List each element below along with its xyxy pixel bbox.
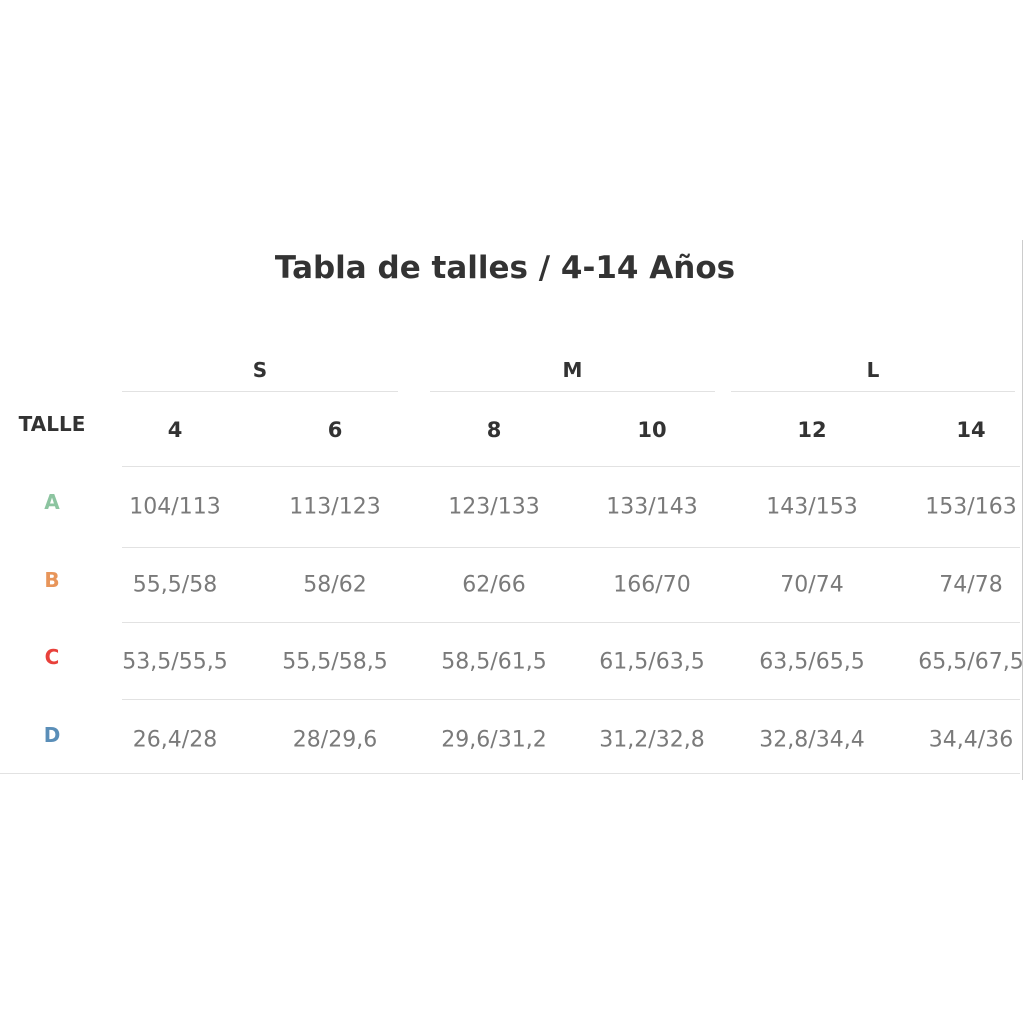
group-underline: [122, 391, 398, 392]
cell: 55,5/58: [132, 572, 218, 598]
cell: 153/163: [925, 494, 1017, 520]
cell: 74/78: [939, 572, 1003, 598]
row-label: C: [44, 645, 60, 669]
title: Tabla de talles / 4-14 Años: [274, 250, 736, 286]
size-header: 12: [797, 418, 827, 442]
size-table: TALLE S M L 4 6 8 10 12 14 A 104/113 113/123 123/133 1…: [0, 240, 1023, 780]
cell: 143/153: [766, 494, 858, 520]
cell: 58,5/61,5: [441, 649, 547, 675]
cell: 123/133: [448, 494, 540, 520]
cell: 53,5/55,5: [122, 649, 228, 675]
cell: 29,6/31,2: [441, 727, 547, 753]
size-header: 14: [956, 418, 986, 442]
table-bottom-line: [0, 773, 1020, 774]
row-divider: [122, 547, 1020, 548]
cell: 32,8/34,4: [759, 727, 865, 753]
cell: 133/143: [606, 494, 698, 520]
group-header: L: [866, 358, 880, 382]
header-label: TALLE: [18, 412, 86, 436]
cell: 58/62: [303, 572, 367, 598]
row-divider: [122, 622, 1020, 623]
cell: 31,2/32,8: [599, 727, 705, 753]
size-header: 6: [327, 418, 343, 442]
size-header: 8: [486, 418, 502, 442]
cell: 65,5/67,5: [918, 649, 1023, 675]
cell: 166/70: [613, 572, 691, 598]
cell: 26,4/28: [132, 727, 218, 753]
cell: 62/66: [462, 572, 526, 598]
row-divider: [122, 466, 1020, 467]
cell: 55,5/58,5: [282, 649, 388, 675]
size-header: 10: [637, 418, 667, 442]
cell: 63,5/65,5: [759, 649, 865, 675]
group-header: S: [252, 358, 268, 382]
row-divider: [122, 699, 1020, 700]
cell: 34,4/36: [928, 727, 1014, 753]
row-label: A: [44, 490, 60, 514]
cell: 70/74: [780, 572, 844, 598]
cell: 28/29,6: [292, 727, 378, 753]
size-header: 4: [167, 418, 183, 442]
cell: 104/113: [129, 494, 221, 520]
group-underline: [430, 391, 715, 392]
group-underline: [731, 391, 1015, 392]
group-header: M: [562, 358, 583, 382]
cell: 61,5/63,5: [599, 649, 705, 675]
cell: 113/123: [289, 494, 381, 520]
row-label: D: [43, 723, 61, 747]
row-label: B: [44, 568, 60, 592]
